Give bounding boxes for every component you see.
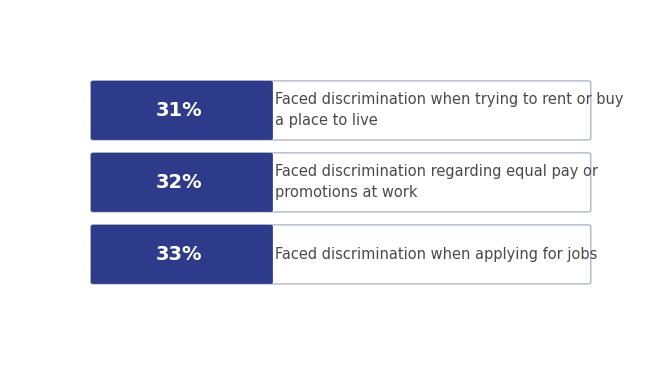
- FancyBboxPatch shape: [91, 225, 273, 284]
- FancyBboxPatch shape: [91, 225, 591, 284]
- FancyBboxPatch shape: [91, 153, 273, 212]
- Text: 33%: 33%: [156, 245, 202, 264]
- Text: Faced discrimination when applying for jobs: Faced discrimination when applying for j…: [275, 247, 598, 262]
- FancyBboxPatch shape: [252, 83, 264, 138]
- FancyBboxPatch shape: [252, 227, 264, 282]
- Text: 31%: 31%: [156, 101, 202, 120]
- Text: Faced discrimination when trying to rent or buy
a place to live: Faced discrimination when trying to rent…: [275, 92, 624, 128]
- FancyBboxPatch shape: [91, 153, 591, 212]
- Text: Faced discrimination regarding equal pay or
promotions at work: Faced discrimination regarding equal pay…: [275, 165, 598, 200]
- Text: 32%: 32%: [156, 173, 202, 192]
- FancyBboxPatch shape: [252, 155, 264, 210]
- FancyBboxPatch shape: [91, 81, 591, 140]
- FancyBboxPatch shape: [91, 81, 273, 140]
